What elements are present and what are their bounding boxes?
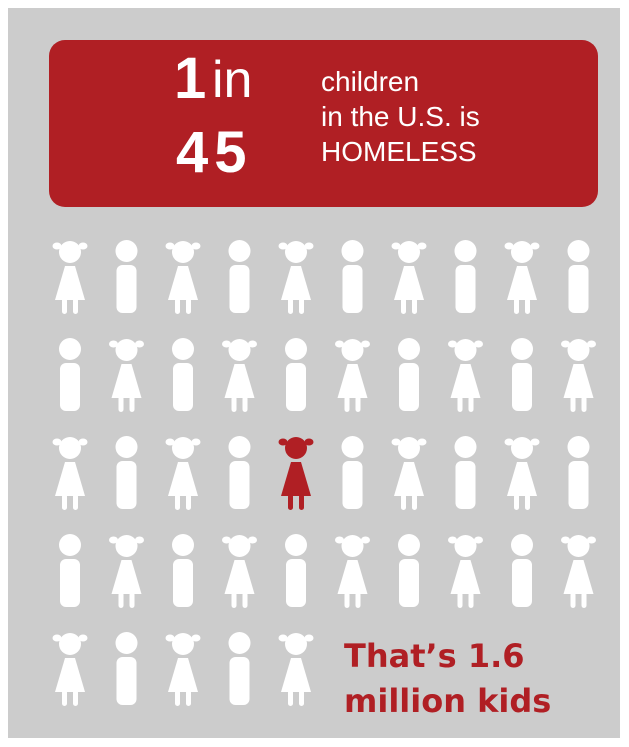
- boy-icon: [398, 338, 420, 411]
- girl-icon: [165, 241, 201, 314]
- boy-icon: [228, 240, 251, 313]
- boy-icon: [115, 632, 138, 705]
- ratio-numerator: 1: [174, 46, 207, 111]
- girl-icon: [52, 633, 88, 706]
- girl-icon: [504, 241, 540, 314]
- boy-icon: [567, 436, 590, 509]
- girl-icon: [391, 437, 427, 510]
- homeless-child-icon: [278, 437, 314, 510]
- statistic-description: children in the U.S. is HOMELESS: [321, 64, 480, 169]
- boy-icon: [228, 632, 251, 705]
- girl-icon: [561, 535, 596, 608]
- boy-icon: [285, 338, 307, 411]
- girl-icon: [335, 535, 370, 608]
- boy-icon: [511, 534, 533, 607]
- ratio-connector: in: [212, 51, 253, 109]
- boy-icon: [454, 240, 477, 313]
- boy-icon: [285, 534, 307, 607]
- description-line: children: [321, 66, 420, 97]
- ratio-denominator: 45: [176, 120, 253, 185]
- boy-icon: [59, 534, 81, 607]
- boy-icon: [454, 436, 477, 509]
- total-callout: That’s 1.6 million kids: [344, 634, 551, 724]
- boy-icon: [59, 338, 81, 411]
- boy-icon: [115, 436, 138, 509]
- girl-icon: [278, 633, 314, 706]
- callout-line: million kids: [344, 682, 552, 720]
- callout-line: That’s 1.6: [344, 637, 525, 675]
- boy-icon: [567, 240, 590, 313]
- girl-icon: [165, 633, 201, 706]
- description-line: HOMELESS: [321, 136, 477, 167]
- girl-icon: [109, 339, 144, 412]
- statistic-banner: [49, 40, 598, 207]
- boy-icon: [341, 436, 364, 509]
- description-line: in the U.S. is: [321, 101, 480, 132]
- girl-icon: [52, 241, 88, 314]
- girl-icon: [391, 241, 427, 314]
- boy-icon: [511, 338, 533, 411]
- girl-icon: [222, 339, 257, 412]
- girl-icon: [504, 437, 540, 510]
- girl-icon: [109, 535, 144, 608]
- girl-icon: [165, 437, 201, 510]
- girl-icon: [448, 339, 483, 412]
- boy-icon: [115, 240, 138, 313]
- girl-icon: [561, 339, 596, 412]
- girl-icon: [448, 535, 483, 608]
- boy-icon: [172, 534, 194, 607]
- boy-icon: [172, 338, 194, 411]
- girl-icon: [278, 241, 314, 314]
- boy-icon: [398, 534, 420, 607]
- girl-icon: [52, 437, 88, 510]
- boy-icon: [341, 240, 364, 313]
- boy-icon: [228, 436, 251, 509]
- girl-icon: [222, 535, 257, 608]
- girl-icon: [335, 339, 370, 412]
